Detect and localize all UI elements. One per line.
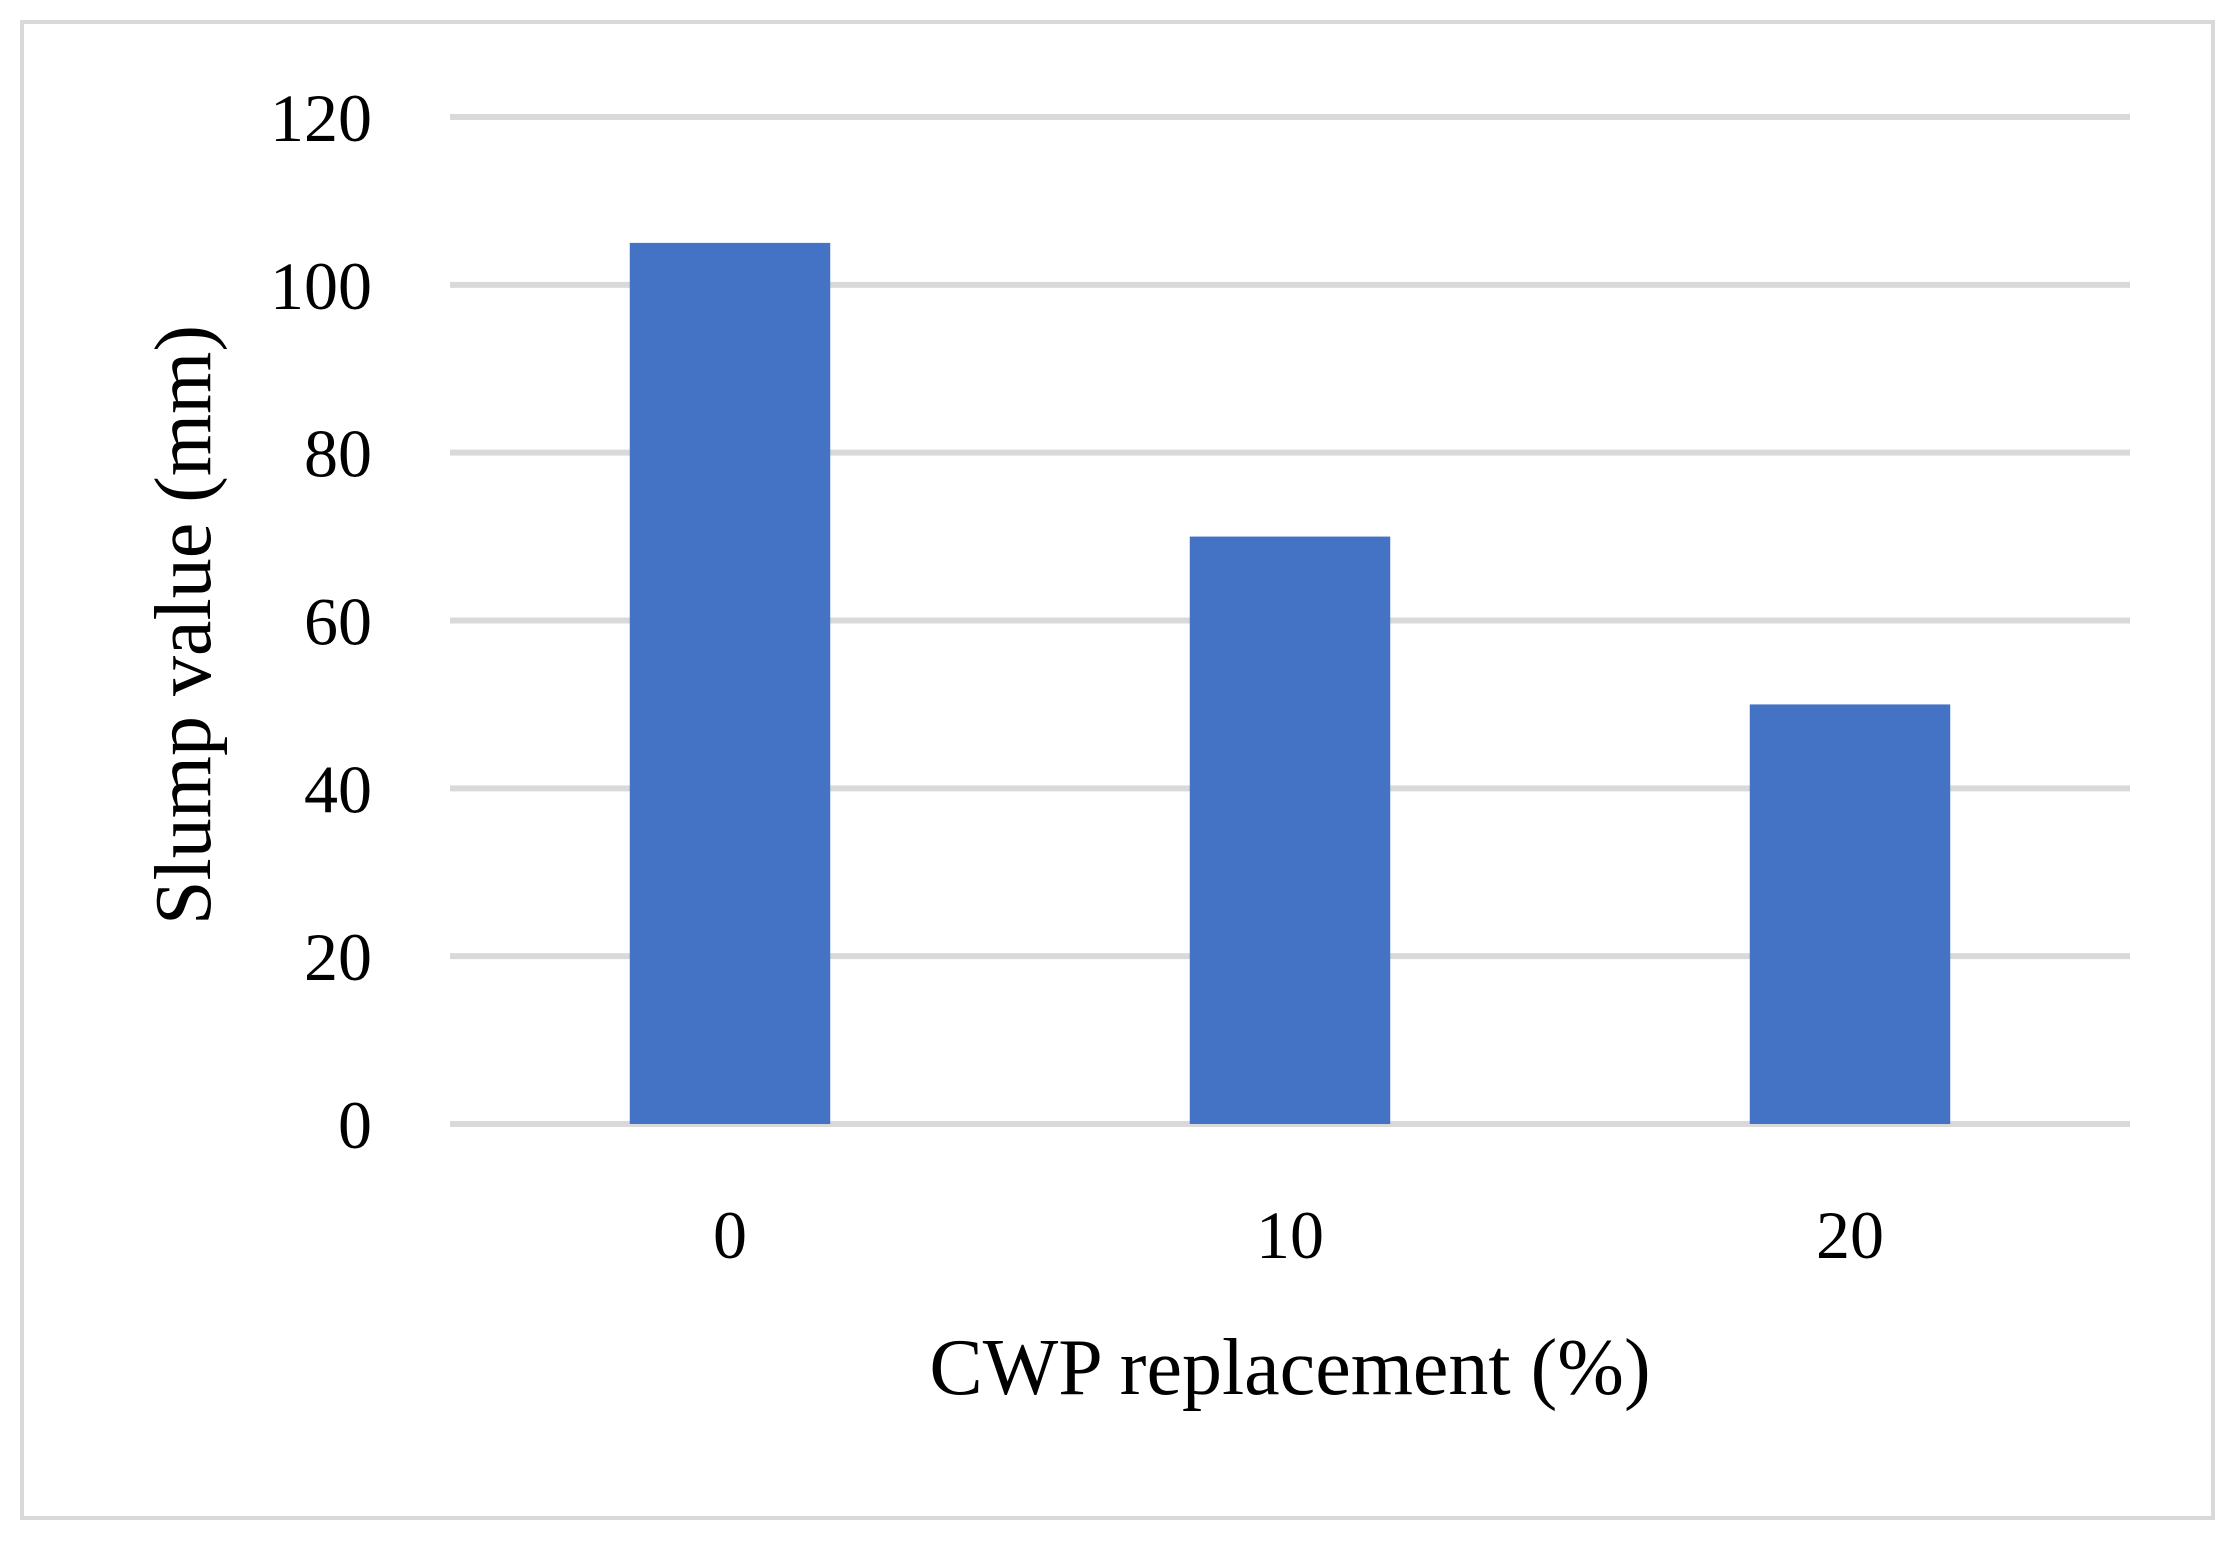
x-tick-label-0: 0: [713, 1197, 747, 1273]
bar-0: [629, 242, 831, 1124]
y-tick-label-20: 20: [304, 919, 372, 995]
bars: [629, 242, 1951, 1124]
y-tick-label-80: 80: [304, 416, 372, 492]
bar-20: [1749, 704, 1951, 1124]
y-tick-label-0: 0: [338, 1087, 372, 1163]
x-tick-label-20: 20: [1816, 1197, 1884, 1273]
bar-10: [1189, 536, 1391, 1124]
x-tick-labels: 0 10 20: [713, 1197, 1884, 1273]
y-tick-labels: 0 20 40 60 80 100 120: [270, 80, 372, 1163]
y-tick-label-60: 60: [304, 584, 372, 660]
y-tick-label-120: 120: [270, 80, 372, 156]
y-tick-label-40: 40: [304, 751, 372, 827]
x-axis-title: CWP replacement (%): [929, 1324, 1650, 1412]
x-tick-label-10: 10: [1256, 1197, 1324, 1273]
y-tick-label-100: 100: [270, 248, 372, 324]
y-axis-title: Slump value (mm): [140, 325, 228, 925]
